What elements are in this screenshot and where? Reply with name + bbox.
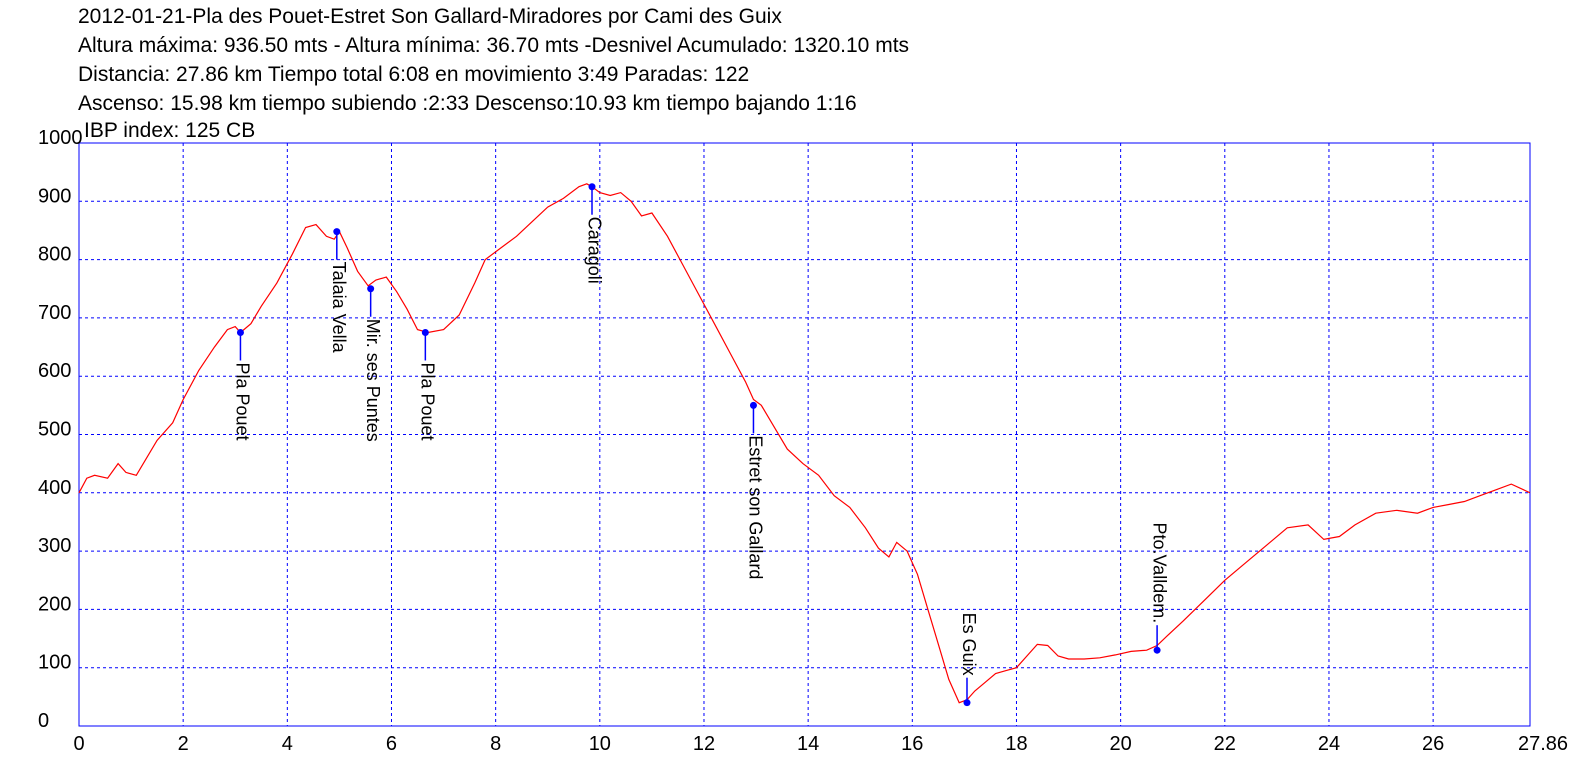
x-tick-label: 0: [73, 733, 84, 755]
waypoint-label: Caragoli: [584, 217, 604, 284]
waypoint-marker: Es Guix: [959, 613, 979, 707]
elevation-line: [78, 183, 1531, 704]
waypoint-marker: Pto.Valldem.: [1149, 522, 1169, 654]
x-tick-label: 8: [490, 733, 501, 755]
x-tick-label: 2: [178, 733, 189, 755]
y-tick-label: 800: [38, 244, 71, 266]
waypoint-marker: Caragoli: [584, 183, 604, 284]
x-tick-label: 14: [797, 733, 819, 755]
y-tick-label: 1000: [38, 127, 83, 149]
x-tick-label: 16: [901, 733, 923, 755]
waypoint-dot: [963, 699, 971, 707]
waypoint-dot: [367, 285, 375, 293]
waypoint-dot: [588, 183, 596, 191]
waypoint-marker: Talaia Vella: [329, 228, 349, 354]
waypoint-label: Pla Pouet: [418, 362, 438, 440]
waypoint-dot: [421, 328, 429, 336]
y-tick-label: 300: [38, 535, 71, 557]
distance-time-summary: Distancia: 27.86 km Tiempo total 6:08 en…: [78, 63, 750, 86]
x-tick-label: 24: [1318, 733, 1340, 755]
y-tick-label: 0: [38, 710, 49, 732]
x-tick-label: 4: [282, 733, 293, 755]
elevation-series: [78, 183, 1531, 704]
plot-frame: [78, 142, 1531, 727]
y-tick-label: 900: [38, 185, 71, 207]
waypoint-marker: Estret son Gallard: [746, 401, 766, 579]
x-tick-label: 27.86: [1518, 733, 1568, 755]
x-tick-label: 18: [1005, 733, 1027, 755]
waypoint-annotations: Pla Pouet Talaia Vella Mir. ses Puntes Pla …: [233, 183, 1169, 707]
x-tick-label: 26: [1422, 733, 1444, 755]
waypoint-dot: [333, 228, 341, 236]
x-tick-label: 20: [1110, 733, 1132, 755]
waypoint-dot: [236, 328, 244, 336]
waypoint-label: Estret son Gallard: [746, 435, 766, 579]
altitude-summary: Altura máxima: 936.50 mts - Altura mínim…: [78, 34, 910, 57]
waypoint-label: Mir. ses Puntes: [363, 319, 383, 442]
y-tick-label: 400: [38, 477, 71, 499]
x-tick-label: 12: [693, 733, 715, 755]
ibp-index-label: IBP index: 125 CB: [84, 119, 255, 142]
waypoint-label: Es Guix: [959, 613, 979, 676]
waypoint-dot: [749, 401, 757, 409]
ascent-descent-summary: Ascenso: 15.98 km tiempo subiendo :2:33 …: [78, 92, 857, 115]
x-tick-label: 6: [386, 733, 397, 755]
y-tick-label: 500: [38, 419, 71, 441]
grid-lines: [79, 143, 1530, 726]
y-tick-label: 700: [38, 302, 71, 324]
y-tick-label: 200: [38, 593, 71, 615]
waypoint-label: Talaia Vella: [329, 262, 349, 354]
waypoint-label: Pla Pouet: [233, 362, 253, 440]
waypoint-marker: Pla Pouet: [418, 328, 438, 441]
y-tick-label: 600: [38, 360, 71, 382]
waypoint-marker: Mir. ses Puntes: [363, 285, 383, 442]
waypoint-label: Pto.Valldem.: [1149, 522, 1169, 623]
x-tick-label: 10: [589, 733, 611, 755]
waypoint-marker: Pla Pouet: [233, 328, 253, 441]
x-axis-ticks: 0 2 4 6 8 10 12 14 16 18 20 22 24 26 27.86: [73, 733, 1568, 755]
chart-header: 2012-01-21-Pla des Pouet-Estret Son Gall…: [78, 2, 909, 118]
waypoint-dot: [1153, 646, 1161, 654]
x-tick-label: 22: [1214, 733, 1236, 755]
y-tick-label: 100: [38, 652, 71, 674]
chart-title: 2012-01-21-Pla des Pouet-Estret Son Gall…: [78, 5, 782, 28]
